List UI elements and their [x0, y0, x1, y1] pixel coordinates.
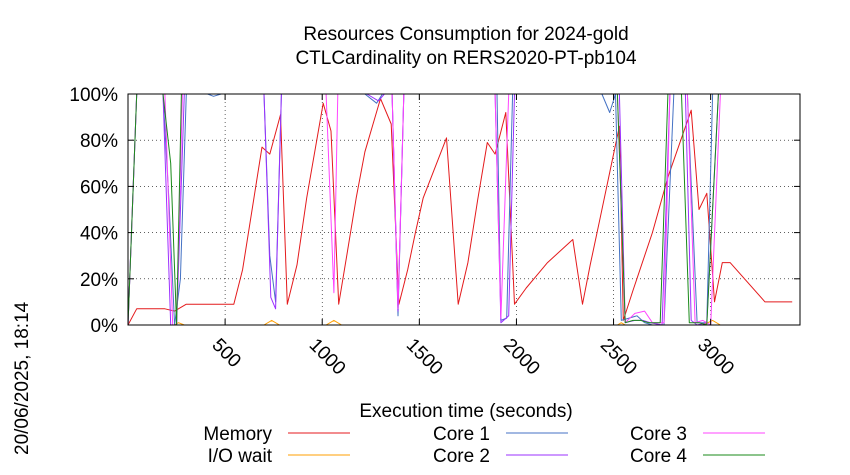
timestamp-label: 20/06/2025, 18:14 — [12, 301, 33, 455]
series-lines — [127, 93, 793, 326]
legend-label: Memory — [203, 424, 272, 445]
chart-title: Resources Consumption for 2024-gold CTLC… — [295, 24, 637, 69]
legend-label: I/O wait — [208, 446, 273, 467]
x-axis-ticks: 500 1000 1500 2000 2500 3000 — [208, 94, 738, 379]
x-tick-label: 2000 — [499, 335, 544, 380]
y-tick-label: 0% — [91, 316, 119, 337]
y-tick-label: 20% — [80, 270, 118, 291]
legend-label: Core 2 — [433, 446, 490, 467]
x-tick-label: 1000 — [305, 335, 350, 380]
x-tick-label: 1500 — [402, 335, 447, 380]
plot-frame — [127, 93, 801, 326]
series-line-core-4 — [127, 93, 793, 326]
legend-label: Core 1 — [433, 424, 490, 445]
y-tick-label: 80% — [80, 131, 118, 152]
legend-label: Core 3 — [630, 424, 687, 445]
x-tick-label: 3000 — [693, 335, 738, 380]
x-tick-label: 500 — [208, 335, 245, 372]
chart-title-line-1: Resources Consumption for 2024-gold — [303, 24, 628, 45]
series-line-memory — [127, 98, 793, 326]
legend-label: Core 4 — [630, 446, 687, 467]
y-tick-label: 40% — [80, 224, 118, 245]
chart-title-line-2: CTLCardinality on RERS2020-PT-pb104 — [295, 48, 637, 69]
y-axis-ticks: 0% 20% 40% 60% 80% 100% — [69, 85, 800, 337]
x-tick-label: 2500 — [596, 335, 641, 380]
y-tick-label: 60% — [80, 177, 118, 198]
y-tick-label: 100% — [69, 85, 118, 106]
x-axis-label: Execution time (seconds) — [359, 401, 572, 422]
series-line-i-o-wait — [128, 319, 793, 326]
